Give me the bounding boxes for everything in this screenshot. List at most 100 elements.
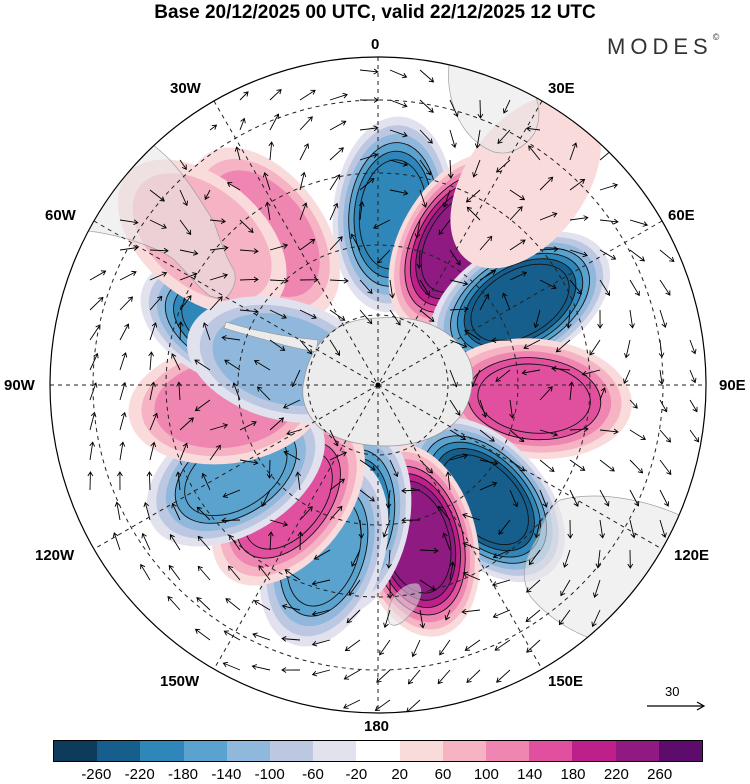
meridian-30e-150w [213, 100, 543, 670]
wind-arrow-icon [239, 248, 259, 254]
wind-arrow-icon [562, 549, 571, 568]
wind-arrow-icon [629, 399, 638, 409]
colorbar-tick-label: 220 [603, 766, 629, 783]
wind-arrow-icon [299, 89, 316, 101]
wind-arrow-icon [286, 429, 301, 436]
wind-arrow-icon [386, 549, 392, 569]
wind-arrow-icon [479, 481, 498, 491]
wind-arrow-icon [539, 176, 554, 191]
wind-arrow-icon [629, 309, 635, 329]
wind-arrow-icon [401, 517, 421, 524]
wind-arrow-icon [359, 279, 373, 295]
wind-arrow-icon [256, 386, 271, 401]
wind-arrow-icon [269, 277, 289, 284]
wind-arrow-icon [149, 441, 157, 461]
wind-arrow-icon [595, 549, 602, 569]
wind-arrow-icon [526, 579, 541, 593]
wind-arrow-icon [624, 339, 631, 359]
wind-arrow-icon [148, 351, 155, 371]
wind-arrow-icon [119, 245, 139, 251]
wind-arrow-icon [449, 249, 461, 266]
wind-arrow-icon [329, 174, 341, 191]
wind-arrow-icon [502, 99, 511, 114]
wind-arrow-icon [262, 172, 271, 191]
wind-arrow-icon [474, 129, 481, 149]
wind-arrow-icon [329, 451, 348, 461]
wind-arrow-icon [229, 534, 241, 551]
wind-arrow-icon [202, 322, 211, 341]
wind-arrow-icon [89, 324, 101, 341]
wind-arrow-icon [599, 489, 610, 507]
wind-arrow-icon [599, 249, 617, 260]
wind-arrow-icon [194, 628, 211, 641]
wind-arrow-icon [269, 339, 286, 351]
wind-arrow-icon [534, 519, 541, 539]
wind-arrow-icon [496, 159, 511, 173]
wind-arrow-icon [383, 609, 391, 629]
wind-arrow-icon [509, 429, 525, 443]
colorbar-swatch [226, 741, 271, 761]
wind-arrow-icon [539, 386, 553, 401]
pole-marker [375, 382, 381, 388]
wind-arrow-icon [149, 295, 163, 311]
wind-arrow-icon [479, 270, 497, 281]
colorbar-tick-label: 100 [473, 766, 499, 783]
wind-arrow-icon [401, 487, 421, 494]
wind-arrow-icon [419, 189, 428, 208]
wind-arrow-icon [569, 142, 578, 161]
wind-arrow-icon [389, 189, 409, 196]
wind-arrow-icon [591, 609, 601, 628]
wind-arrow-icon [149, 271, 168, 281]
wind-arrow-icon [477, 99, 484, 119]
wind-arrow-icon [539, 246, 559, 253]
wind-arrow-icon [599, 279, 610, 296]
wind-arrow-icon [525, 609, 541, 623]
wind-arrow-icon [389, 159, 409, 167]
wind-arrow-icon [659, 519, 667, 539]
wind-arrow-icon [351, 549, 361, 567]
wind-arrow-icon [194, 359, 211, 371]
wind-arrow-icon [492, 609, 511, 619]
wind-arrow-icon [373, 219, 391, 229]
wind-arrow-icon [179, 219, 192, 236]
colorbar-tick-label: -220 [124, 766, 155, 783]
wind-arrow-icon [419, 99, 434, 113]
colorbar-tick-label: -60 [302, 766, 324, 783]
wind-arrow-icon [261, 489, 271, 507]
lon-label-0: 0 [371, 36, 380, 53]
wind-arrow-icon [269, 417, 285, 431]
wind-arrow-icon [311, 609, 331, 617]
wind-arrow-icon [442, 189, 451, 208]
wind-arrow-icon [224, 359, 241, 371]
wind-arrow-icon [197, 565, 211, 581]
wind-arrow-icon [281, 603, 301, 611]
wind-arrow-icon [449, 399, 461, 416]
wind-arrow-icon [311, 579, 331, 586]
wind-arrow-icon [209, 245, 229, 252]
map-boundary [49, 56, 707, 714]
wind-arrow-icon [464, 329, 481, 341]
antarctica-landmass [302, 317, 474, 447]
wind-arrow-icon [119, 411, 127, 431]
wind-arrow-icon [581, 369, 601, 377]
wind-arrow-icon [462, 571, 481, 581]
wind-arrow-icon [179, 295, 192, 311]
wind-arrow-icon [359, 309, 373, 325]
wind-arrow-icon [179, 159, 187, 170]
wind-arrow-icon [479, 429, 495, 442]
wind-arrow-icon [359, 459, 376, 471]
wind-arrow-icon [267, 531, 274, 551]
wind-arrow-icon [221, 335, 241, 341]
wind-arrow-icon [569, 215, 589, 221]
wind-arrow-icon [197, 535, 211, 551]
lon-label-180: 180 [364, 718, 390, 735]
wind-arrow-icon [291, 369, 301, 388]
wind-arrow-icon [343, 669, 361, 680]
wind-arrow-icon [299, 506, 313, 521]
wind-arrow-icon [509, 489, 519, 508]
wind-arrow-icon [689, 399, 698, 413]
wind-arrow-icon [87, 471, 94, 491]
wind-arrow-icon [149, 219, 167, 229]
wind-arrow-icon [141, 532, 151, 551]
wind-arrow-icon [329, 202, 339, 221]
